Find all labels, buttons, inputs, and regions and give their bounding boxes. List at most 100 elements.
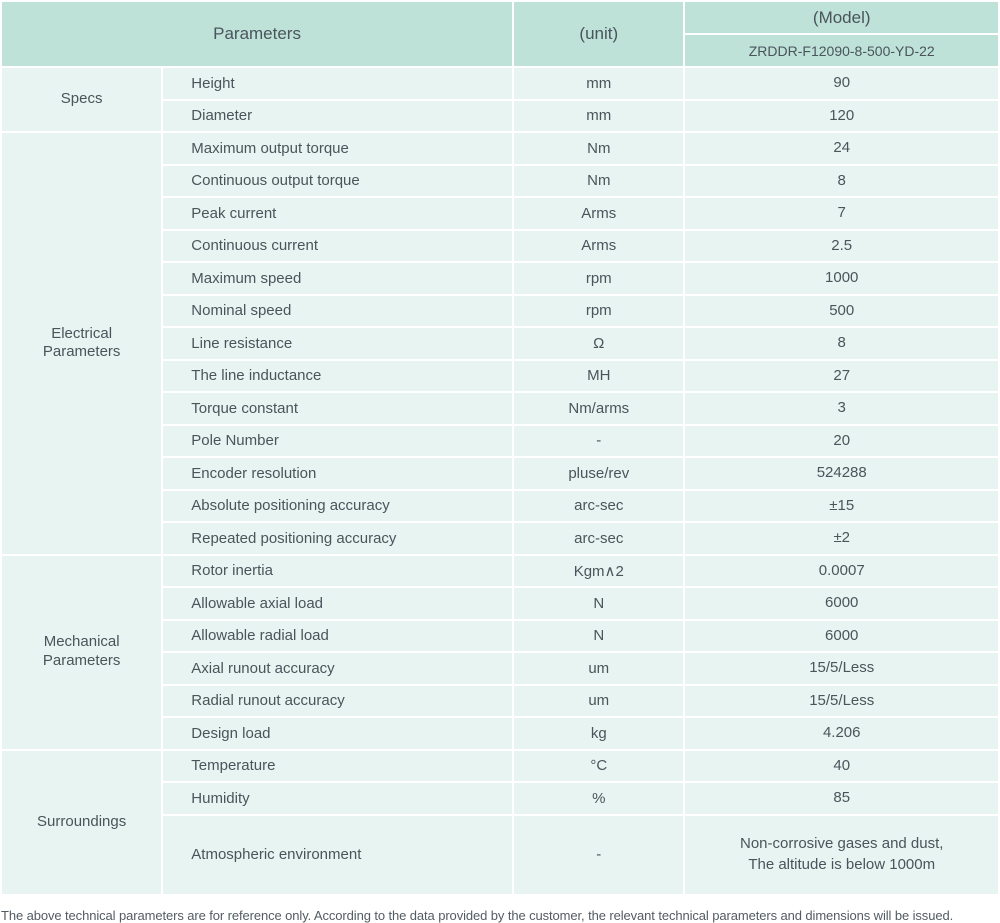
value-cell: 2.5 <box>685 230 998 261</box>
unit-cell: arc-sec <box>514 490 684 521</box>
unit-cell: um <box>514 685 684 716</box>
label-cell: Radial runout accuracy <box>163 685 513 716</box>
table-row: Specs Height mm 90 <box>2 68 998 131</box>
label-cell: Continuous output torque <box>163 165 513 196</box>
label-cell: Pole Number <box>163 425 513 456</box>
value-cell: 24 <box>685 133 998 164</box>
label-cell: Repeated positioning accuracy <box>163 523 513 554</box>
table-row: Humidity% 85 <box>2 783 998 814</box>
value-cell: 27 <box>685 360 998 391</box>
table-row: Electrical Parameters Maximum output torq… <box>2 133 998 554</box>
value-cell: 120 <box>685 100 998 131</box>
label-cell: Encoder resolution <box>163 458 513 489</box>
unit-cell: - <box>514 425 684 456</box>
table-header: Parameters (unit) (Model) ZRDDR-F12090-8… <box>2 2 998 66</box>
group-label: Mechanical Parameters <box>2 555 162 749</box>
unit-cell: rpm <box>514 295 684 326</box>
value-cell: 8 <box>685 328 998 359</box>
value-cell: 3 <box>685 393 998 424</box>
header-model: (Model) <box>685 2 998 33</box>
label-cell: Nominal speed <box>163 295 513 326</box>
value-cell: ±15 <box>685 490 998 521</box>
unit-cell: Kgm∧2 <box>514 555 684 586</box>
table-row: Pole Number -20 <box>2 425 998 456</box>
unit-cell: arc-sec <box>514 523 684 554</box>
label-cell: Height <box>163 68 513 99</box>
value-cell: 40 <box>685 750 998 781</box>
table-row: Continuous current Arms 2.5 <box>2 230 998 261</box>
header-row-model: ZRDDR-F12090-8-500-YD-22 <box>2 35 998 66</box>
table-row: Line resistance Ω 8 <box>2 328 998 359</box>
label-cell: Maximum output torque <box>163 133 513 164</box>
value-cell: 8 <box>685 165 998 196</box>
table-row: Diameter mm 120 <box>2 100 998 131</box>
label-cell: Design load <box>163 718 513 749</box>
group-label: Electrical Parameters <box>2 133 162 554</box>
table-row: Maximum speed rpm 1000 <box>2 263 998 294</box>
label-cell: Diameter <box>163 100 513 131</box>
label-cell: Temperature <box>163 750 513 781</box>
value-cell: 524288 <box>685 458 998 489</box>
table-row: Continuous output torque Nm 8 <box>2 165 998 196</box>
unit-cell: kg <box>514 718 684 749</box>
table-row: Design load kg 4.206 <box>2 718 998 749</box>
unit-cell: Arms <box>514 230 684 261</box>
table-row: Repeated positioning accuracy arc-sec ±2 <box>2 523 998 554</box>
unit-cell: MH <box>514 360 684 391</box>
table-row: Peak current Arms 7 <box>2 198 998 229</box>
value-cell: 20 <box>685 425 998 456</box>
group-label: Surroundings <box>2 750 162 894</box>
unit-cell: Nm <box>514 133 684 164</box>
unit-cell: Ω <box>514 328 684 359</box>
spec-table: Parameters (unit) (Model) ZRDDR-F12090-8… <box>0 0 1000 896</box>
label-cell: Allowable radial load <box>163 620 513 651</box>
unit-cell: - <box>514 815 684 894</box>
value-cell: 85 <box>685 783 998 814</box>
unit-cell: pluse/rev <box>514 458 684 489</box>
header-parameters: Parameters <box>2 2 513 66</box>
value-cell: 90 <box>685 68 998 99</box>
value-cell: 15/5/Less <box>685 653 998 684</box>
label-cell: Absolute positioning accuracy <box>163 490 513 521</box>
table-row: Nominal speed rpm 500 <box>2 295 998 326</box>
value-cell: Non-corrosive gases and dust, The altitu… <box>685 815 998 894</box>
value-cell: 1000 <box>685 263 998 294</box>
value-cell: 7 <box>685 198 998 229</box>
value-cell: 6000 <box>685 620 998 651</box>
header-unit: (unit) <box>514 2 684 66</box>
unit-cell: Nm <box>514 165 684 196</box>
spec-table-body: Specs Height mm 90 Diameter mm 120 Electrical P… <box>2 68 998 894</box>
header-row-top: Parameters (unit) (Model) <box>2 2 998 66</box>
label-cell: Allowable axial load <box>163 588 513 619</box>
unit-cell: °C <box>514 750 684 781</box>
label-cell: The line inductance <box>163 360 513 391</box>
table-row: Allowable axial load N 6000 <box>2 588 998 619</box>
label-cell: Axial runout accuracy <box>163 653 513 684</box>
value-cell: 0.0007 <box>685 555 998 586</box>
label-cell: Continuous current <box>163 230 513 261</box>
unit-cell: mm <box>514 100 684 131</box>
label-cell: Maximum speed <box>163 263 513 294</box>
value-cell: ±2 <box>685 523 998 554</box>
unit-cell: rpm <box>514 263 684 294</box>
value-cell: 6000 <box>685 588 998 619</box>
label-cell: Peak current <box>163 198 513 229</box>
value-cell: 500 <box>685 295 998 326</box>
table-row: Surroundings Temperature °C 40 <box>2 750 998 894</box>
label-cell: Torque constant <box>163 393 513 424</box>
table-row: Radial runout accuracy um 15/5/Less <box>2 685 998 716</box>
label-cell: Humidity <box>163 783 513 814</box>
unit-cell: Arms <box>514 198 684 229</box>
table-row: Absolute positioning accuracy arc-sec ±15 <box>2 490 998 521</box>
unit-cell: mm <box>514 68 684 99</box>
unit-cell: Nm/arms <box>514 393 684 424</box>
unit-cell: um <box>514 653 684 684</box>
table-row: The line inductance MH 27 <box>2 360 998 391</box>
label-cell: Rotor inertia <box>163 555 513 586</box>
label-cell: Atmospheric environment <box>163 815 513 894</box>
value-cell: 15/5/Less <box>685 685 998 716</box>
table-row: Encoder resolution pluse/rev 524288 <box>2 458 998 489</box>
table-row: Atmospheric environment - Non-corrosive ga… <box>2 815 998 894</box>
table-row: Allowable radial load N 6000 <box>2 620 998 651</box>
